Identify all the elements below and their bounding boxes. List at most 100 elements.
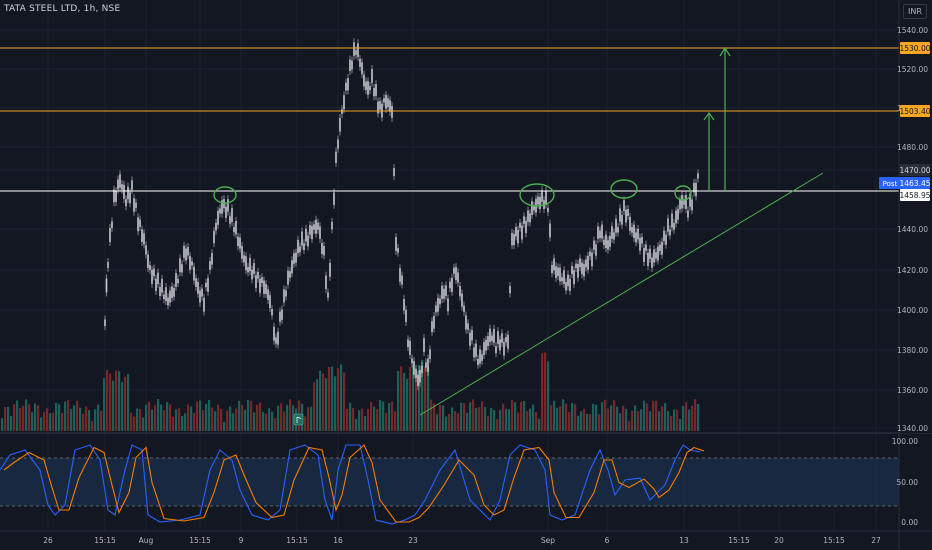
volume-bar (334, 376, 337, 431)
candle-body (475, 343, 477, 357)
candle-body (217, 210, 219, 225)
candle-body (421, 365, 423, 374)
volume-bar (157, 399, 160, 431)
volume-bar (553, 400, 556, 431)
candle-body (611, 226, 613, 239)
symbol-title[interactable]: TATA STEEL LTD, 1h, NSE (4, 4, 121, 14)
candle-body (287, 270, 289, 285)
annotation-circle-1[interactable] (213, 186, 237, 204)
candle-body (625, 209, 627, 223)
candle-body (145, 245, 147, 255)
candle-body (197, 282, 199, 294)
volume-bar (37, 405, 40, 431)
volume-bar (352, 407, 355, 431)
candle-body (213, 230, 215, 244)
volume-bar (580, 411, 583, 431)
candle-body (181, 264, 183, 273)
target-arrow-1[interactable] (703, 111, 715, 190)
time-axis[interactable]: 26 15:15 Aug 15:15 9 15:15 16 23 Sep 6 13 15:15 20 15… (43, 536, 881, 545)
candle-body (613, 232, 615, 240)
candle-body (561, 277, 563, 282)
earnings-flag-icon[interactable] (293, 413, 304, 426)
candle-body (227, 199, 229, 212)
candle-body (325, 275, 327, 290)
annotation-circle-3[interactable] (610, 179, 638, 199)
volume-bar (445, 416, 448, 431)
volume-bar (664, 403, 667, 431)
candle-body (495, 346, 497, 354)
candle-body (575, 263, 577, 269)
candle-body (591, 252, 593, 267)
candle-body (437, 297, 439, 312)
candle-body (229, 216, 231, 224)
candle-body (645, 244, 647, 251)
candle-body (621, 215, 623, 225)
volume-bar (184, 413, 187, 431)
candle-body (573, 270, 575, 285)
candle-body (315, 219, 317, 234)
volume-bar (7, 406, 10, 431)
volume-bar (643, 400, 646, 431)
volume-bar (409, 366, 412, 431)
candle-body (247, 266, 249, 273)
candle-body (607, 240, 609, 250)
volume-bar (130, 412, 133, 431)
volume-bar (286, 404, 289, 431)
candle-body (403, 299, 405, 311)
price-axis[interactable] (898, 0, 932, 550)
volume-bar (244, 409, 247, 431)
candle-body (669, 229, 671, 236)
volume-bar (106, 370, 109, 431)
annotation-circle-4[interactable] (674, 185, 692, 201)
candle-body (501, 333, 503, 343)
oscillator-tick: 0.00 (901, 518, 918, 527)
volume-bar (142, 417, 145, 431)
currency-button[interactable]: INR (903, 4, 927, 19)
candle-body (559, 267, 561, 282)
candle-body (579, 258, 581, 268)
candle-body (379, 101, 381, 110)
label-1530: 1530.00 (899, 42, 931, 54)
volume-bar (49, 413, 52, 431)
volume-bar (526, 411, 529, 431)
time-label: 23 (408, 536, 418, 545)
stoch-k-line (0, 444, 701, 525)
volume-bar (67, 399, 70, 431)
volume-bar (91, 421, 94, 431)
ascending-trendline[interactable] (419, 172, 824, 416)
candle-body (321, 242, 323, 254)
candle-body (233, 227, 235, 233)
volume-bar (364, 416, 367, 431)
volume-bar (406, 378, 409, 431)
candle-body (597, 226, 599, 239)
candle-body (189, 255, 191, 270)
candle-body (329, 262, 331, 277)
candle-body (191, 261, 193, 266)
price-tick: 1480.00 (897, 143, 928, 152)
volume-bar (253, 412, 256, 431)
volume-bar (541, 353, 544, 431)
annotation-circle-2[interactable] (519, 183, 555, 207)
candle-body (307, 235, 309, 247)
volume-bar (442, 405, 445, 431)
candle-body (135, 202, 137, 208)
candle-body (485, 339, 487, 351)
target-arrow-2[interactable] (719, 46, 731, 190)
volume-bar (19, 407, 22, 431)
volume-bar (73, 405, 76, 431)
time-label: 6 (605, 536, 610, 545)
candle-body (643, 247, 645, 262)
candle-body (173, 288, 175, 297)
candle-body (509, 285, 511, 294)
volume-bar (46, 408, 49, 431)
candle-body (459, 286, 461, 297)
candle-body (447, 298, 449, 312)
candle-body (291, 260, 293, 274)
volume-bar (415, 373, 418, 431)
candle-body (235, 220, 237, 235)
candle-body (689, 194, 691, 207)
volume-bar (361, 408, 364, 431)
volume-bar (367, 408, 370, 431)
